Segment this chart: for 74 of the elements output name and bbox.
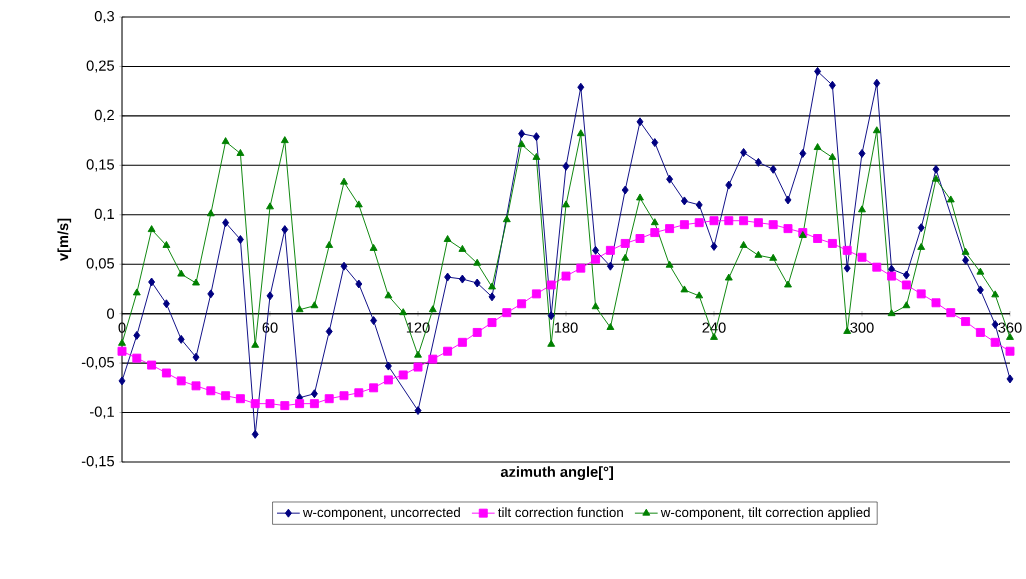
point xyxy=(310,389,318,399)
y-tick-label: -0,05 xyxy=(81,357,114,370)
point xyxy=(518,129,526,139)
point xyxy=(873,78,881,88)
point xyxy=(532,132,540,142)
y-tick-label: 0 xyxy=(107,308,115,319)
legend-label: w-component, uncorrected xyxy=(302,507,460,520)
point xyxy=(577,82,585,92)
point xyxy=(621,185,629,195)
point xyxy=(325,326,333,336)
legend-label: w-component, tilt correction applied xyxy=(660,507,870,520)
point xyxy=(384,361,392,371)
point xyxy=(651,138,659,148)
y-tick-label: -0,1 xyxy=(90,406,114,419)
point xyxy=(370,316,378,326)
x-tick-label: 180 xyxy=(554,322,578,333)
point xyxy=(207,289,215,299)
legend-label: tilt correction function xyxy=(498,507,623,518)
point xyxy=(976,285,984,295)
point xyxy=(1006,374,1014,384)
point xyxy=(414,406,422,416)
point xyxy=(488,292,496,302)
point xyxy=(991,320,999,329)
x-axis-title: azimuth angle[°] xyxy=(500,466,613,480)
point xyxy=(695,200,703,210)
y-tick-label: 0,25 xyxy=(86,60,114,73)
point xyxy=(592,245,600,255)
x-tick-label: 0 xyxy=(118,322,126,333)
point xyxy=(562,161,570,171)
point xyxy=(917,223,925,233)
point xyxy=(192,352,200,362)
point xyxy=(814,66,822,76)
y-tick-label: 0,05 xyxy=(86,258,114,271)
point xyxy=(932,164,940,174)
point xyxy=(222,218,230,228)
point xyxy=(710,241,718,251)
point xyxy=(340,261,348,271)
y-tick-label: -0,15 xyxy=(81,455,114,469)
point xyxy=(281,225,289,235)
point xyxy=(843,263,851,273)
point xyxy=(177,334,185,344)
point xyxy=(666,174,674,184)
point xyxy=(547,311,555,321)
y-axis-title: v[m/s] xyxy=(57,218,72,262)
point xyxy=(769,164,777,174)
point xyxy=(606,261,614,271)
point xyxy=(740,148,748,157)
point xyxy=(680,196,688,206)
y-tick-label: 0,15 xyxy=(86,159,114,172)
y-tick-label: 0,3 xyxy=(94,10,114,24)
point xyxy=(725,180,733,190)
point xyxy=(962,255,970,265)
point xyxy=(458,274,466,284)
point xyxy=(236,235,244,244)
x-tick-label: 300 xyxy=(850,322,874,333)
point xyxy=(888,264,896,274)
point xyxy=(799,149,807,158)
point xyxy=(636,117,644,127)
point xyxy=(118,376,126,386)
point xyxy=(162,299,170,309)
y-tick-label: 0,1 xyxy=(94,208,114,221)
y-tick-label: 0,2 xyxy=(94,109,114,122)
point xyxy=(902,270,910,280)
point xyxy=(444,272,452,282)
point xyxy=(355,279,363,289)
point xyxy=(473,278,481,288)
point xyxy=(784,195,792,205)
point xyxy=(148,277,156,287)
point xyxy=(266,291,274,301)
point xyxy=(251,429,259,439)
point xyxy=(754,157,762,167)
point xyxy=(858,149,866,158)
point xyxy=(828,80,836,90)
point xyxy=(133,330,141,340)
